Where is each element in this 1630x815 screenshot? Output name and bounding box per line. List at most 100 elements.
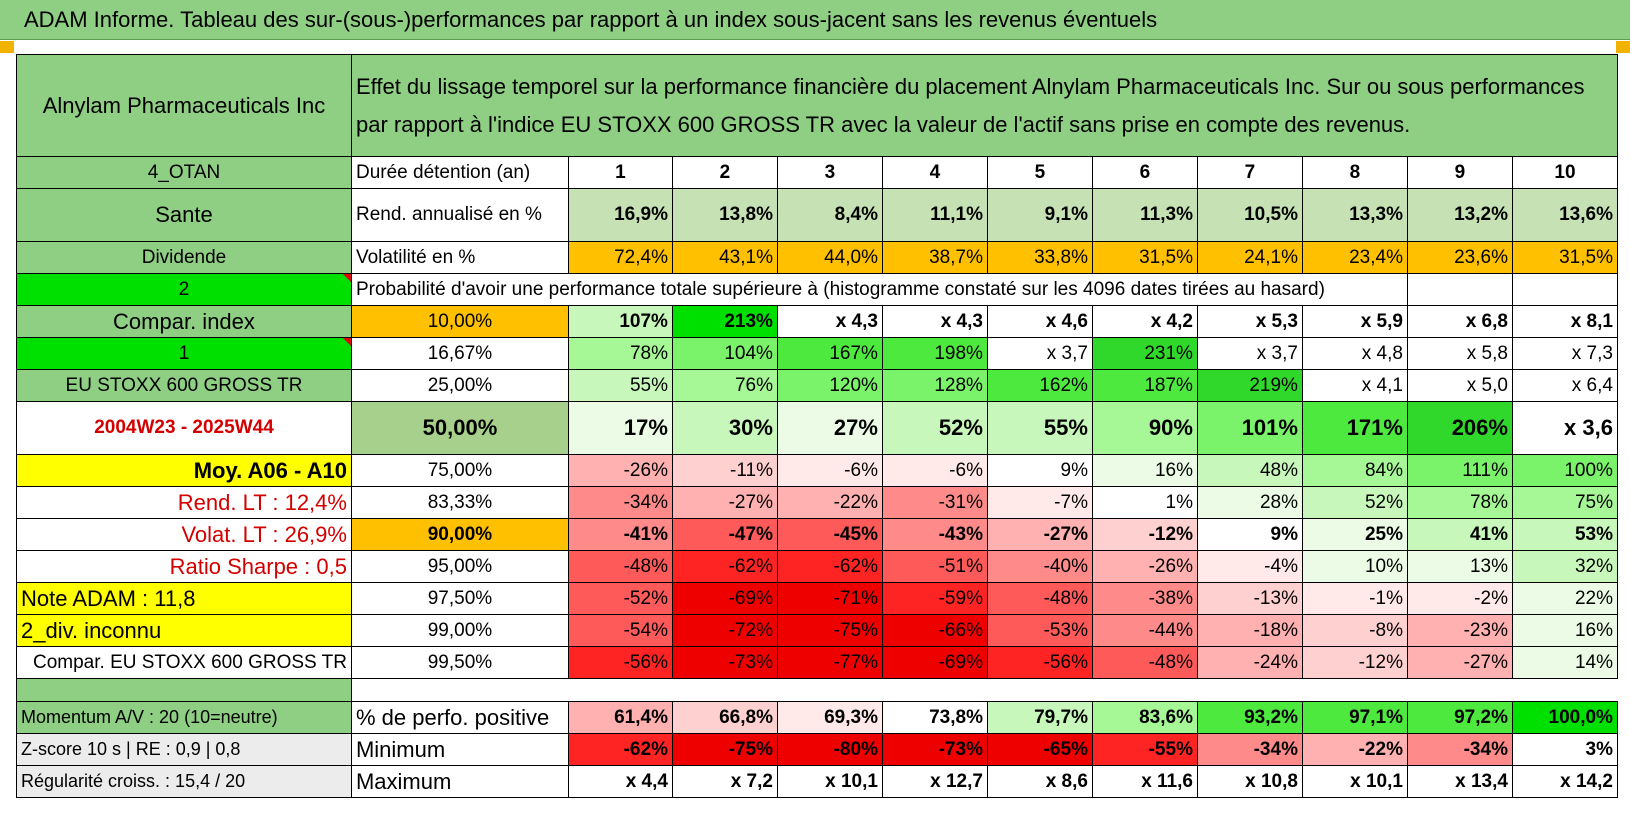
maximum-cell: x 8,6 [986, 765, 1093, 798]
quantile-cell: 53% [1511, 518, 1618, 551]
minimum-cell: -22% [1301, 733, 1408, 766]
holding-duration-label: Durée détention (an) [350, 156, 569, 189]
maximum-cell: x 4,4 [567, 765, 673, 798]
quantile-cell: 171% [1301, 401, 1408, 455]
year-header: 6 [1091, 156, 1198, 189]
quantile-cell: 90% [1091, 401, 1198, 455]
quantile-cell: -4% [1196, 550, 1303, 583]
quantile-cell: 48% [1196, 454, 1303, 487]
quantile-cell: -1% [1301, 582, 1408, 615]
quantile-cell: -75% [776, 614, 883, 647]
quantile-cell: -44% [1091, 614, 1198, 647]
volatility-cell: 43,1% [671, 241, 778, 274]
quantile-cell: -12% [1301, 646, 1408, 679]
quantile-cell: -8% [1301, 614, 1408, 647]
performance-table: Alnylam Pharmaceuticals Inc Effet du lis… [16, 54, 1618, 798]
quantile-cell: x 3,7 [1196, 337, 1303, 370]
average-label: Moy. A06 - A10 [16, 454, 352, 487]
selector-value-2[interactable]: 2 [16, 273, 352, 306]
quantile-cell: 104% [671, 337, 778, 370]
quantile-label: 99,00% [350, 614, 569, 647]
quantile-cell: 187% [1091, 369, 1198, 402]
quantile-cell: 206% [1406, 401, 1513, 455]
quantile-cell: 16% [1091, 454, 1198, 487]
year-header: 8 [1301, 156, 1408, 189]
quantile-cell: x 3,6 [1511, 401, 1618, 455]
report-title: ADAM Informe. Tableau des sur-(sous-)per… [0, 0, 1630, 40]
quantile-cell: -62% [671, 550, 778, 583]
quantile-cell: -41% [567, 518, 673, 551]
minimum-cell: -80% [776, 733, 883, 766]
quantile-cell: 30% [671, 401, 778, 455]
quantile-cell: 107% [567, 305, 673, 338]
quantile-cell: 55% [986, 401, 1093, 455]
period-label: 2004W23 - 2025W44 [16, 401, 352, 455]
long-term-return: Rend. LT : 12,4% [16, 486, 352, 519]
quantile-cell: 76% [671, 369, 778, 402]
maximum-cell: x 10,1 [1301, 765, 1408, 798]
index-name: EU STOXX 600 GROSS TR [16, 369, 352, 402]
volatility-cell: 24,1% [1196, 241, 1303, 274]
quantile-cell: -38% [1091, 582, 1198, 615]
quantile-cell: -48% [986, 582, 1093, 615]
quantile-label: 75,00% [350, 454, 569, 487]
quantile-cell: -34% [567, 486, 673, 519]
quantile-label: 50,00% [350, 401, 569, 455]
quantile-label: 95,00% [350, 550, 569, 583]
quantile-cell: -6% [881, 454, 988, 487]
quantile-cell: 52% [881, 401, 988, 455]
spacer-row [351, 678, 1618, 702]
quantile-cell: -48% [567, 550, 673, 583]
minimum-cell: -73% [881, 733, 988, 766]
quantile-cell: -53% [986, 614, 1093, 647]
quantile-cell: x 4,8 [1301, 337, 1408, 370]
long-term-volatility: Volat. LT : 26,9% [16, 518, 352, 551]
quantile-cell: 78% [567, 337, 673, 370]
positive-performance-label: % de perfo. positive [350, 701, 569, 734]
year-header: 9 [1406, 156, 1513, 189]
quantile-cell: x 4,2 [1091, 305, 1198, 338]
quantile-cell: 120% [776, 369, 883, 402]
quantile-cell: x 8,1 [1511, 305, 1618, 338]
dividend-label: Dividende [16, 241, 352, 274]
dividend-status: 2_div. inconnu [16, 614, 352, 647]
annual-return-cell: 13,3% [1301, 188, 1408, 242]
quantile-cell: -40% [986, 550, 1093, 583]
quantile-cell: 22% [1511, 582, 1618, 615]
corner-marker-right [1616, 41, 1630, 53]
quantile-cell: -26% [567, 454, 673, 487]
spacer-cell [16, 678, 352, 702]
quantile-cell: x 4,3 [881, 305, 988, 338]
quantile-cell: 198% [881, 337, 988, 370]
compar-index-label: Compar. index [16, 305, 352, 338]
quantile-cell: -69% [881, 646, 988, 679]
quantile-cell: 55% [567, 369, 673, 402]
minimum-cell: -34% [1406, 733, 1513, 766]
annual-return-cell: 13,6% [1511, 188, 1618, 242]
quantile-cell: -77% [776, 646, 883, 679]
quantile-cell: 9% [1196, 518, 1303, 551]
quantile-cell: 1% [1091, 486, 1198, 519]
sharpe-ratio: Ratio Sharpe : 0,5 [16, 550, 352, 583]
zscore-label: Z-score 10 s | RE : 0,9 | 0,8 [16, 733, 352, 766]
annual-return-cell: 9,1% [986, 188, 1093, 242]
table-description: Effet du lissage temporel sur la perform… [350, 54, 1618, 157]
maximum-cell: x 10,8 [1196, 765, 1303, 798]
quantile-cell: -22% [776, 486, 883, 519]
quantile-cell: -7% [986, 486, 1093, 519]
positive-performance-cell: 100,0% [1511, 701, 1618, 734]
quantile-cell: x 4,1 [1301, 369, 1408, 402]
quantile-cell: x 4,6 [986, 305, 1093, 338]
selector-value-1[interactable]: 1 [16, 337, 352, 370]
year-header: 5 [986, 156, 1093, 189]
quantile-cell: -31% [881, 486, 988, 519]
quantile-cell: -69% [671, 582, 778, 615]
quantile-cell: x 5,9 [1301, 305, 1408, 338]
volatility-cell: 31,5% [1511, 241, 1618, 274]
quantile-cell: -13% [1196, 582, 1303, 615]
minimum-cell: -75% [671, 733, 778, 766]
quantile-cell: -73% [671, 646, 778, 679]
quantile-cell: 32% [1511, 550, 1618, 583]
year-header: 2 [671, 156, 778, 189]
positive-performance-cell: 69,3% [776, 701, 883, 734]
